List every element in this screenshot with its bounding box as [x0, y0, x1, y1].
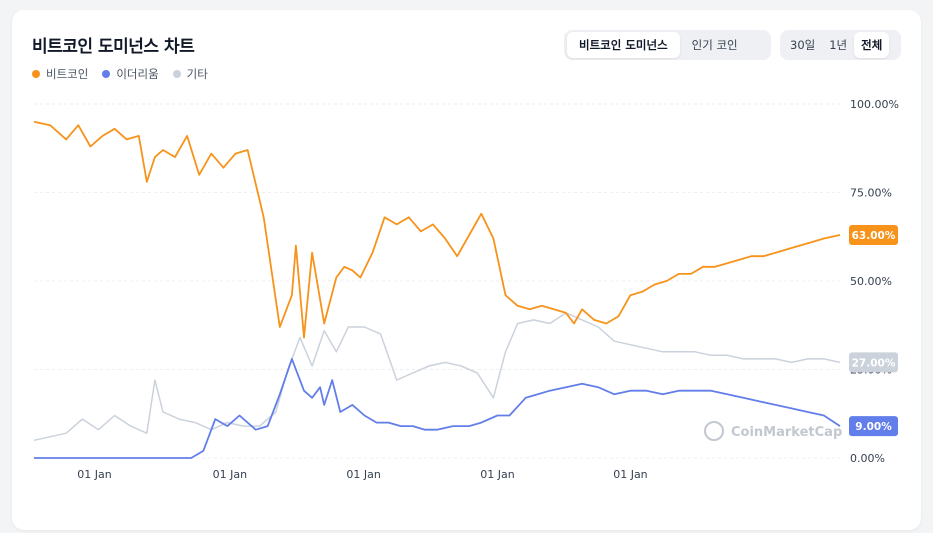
page-title: 비트코인 도미넌스 차트	[32, 37, 195, 57]
range-30d-button[interactable]: 30일	[790, 38, 816, 52]
last-value-tag-eth: 9.00%	[849, 416, 898, 437]
legend-dot-btc	[32, 70, 40, 78]
legend-label-btc: 비트코인	[46, 67, 89, 81]
series-lines	[33, 120, 841, 459]
series-line-eth	[34, 358, 841, 459]
series-line-other	[33, 312, 841, 442]
legend-dot-eth	[102, 70, 111, 78]
coinmarketcap-logo-icon	[704, 421, 724, 441]
tag-value: 9.00%	[855, 421, 892, 433]
y-tick-label: 50.00%	[850, 275, 892, 288]
x-tick-label: 01 Jan	[77, 468, 111, 481]
y-tick-label: 75.00%	[850, 187, 892, 200]
x-tick-label: 01 Jan	[480, 468, 514, 481]
tag-background	[849, 416, 898, 437]
legend-item-btc[interactable]: 비트코인	[32, 66, 88, 82]
watermark-text: CoinMarketCap	[731, 425, 842, 440]
watermark: CoinMarketCap	[704, 421, 842, 441]
tag-value: 63.00%	[852, 230, 896, 242]
range-1y-button[interactable]: 1년	[829, 38, 848, 52]
legend-dot-other	[172, 70, 181, 78]
legend-label-other: 기타	[186, 67, 208, 81]
tag-value: 27.00%	[852, 357, 896, 369]
last-value-tag-btc: 63.00%	[849, 224, 898, 245]
y-tick-label: 0.00%	[850, 452, 885, 465]
x-tick-label: 01 Jan	[213, 468, 247, 481]
x-axis-labels: 01 Jan 01 Jan 01 Jan 01 Jan 01 Jan	[77, 468, 647, 481]
y-tick-label: 100.00%	[850, 98, 899, 111]
chart-type-switch: 비트코인 도미넌스 인기 코인	[564, 30, 771, 60]
last-value-tags: 63.00% 27.00% 9.00%	[849, 224, 898, 437]
legend-item-other[interactable]: 기타	[172, 66, 208, 82]
chart-legend: 비트코인 이더리움 기타	[32, 66, 208, 82]
y-axis-labels: 100.00%75.00%50.00%25.00%0.00%	[850, 98, 899, 465]
tag-background	[849, 352, 898, 373]
legend-item-eth[interactable]: 이더리움	[102, 66, 159, 82]
x-tick-label: 01 Jan	[613, 468, 647, 481]
tag-background	[849, 224, 898, 245]
x-tick-label: 01 Jan	[346, 468, 380, 481]
time-range-switch: 30일 1년 전체	[780, 30, 901, 60]
tab-bitcoin-dominance[interactable]: 비트코인 도미넌스	[567, 32, 680, 58]
chart-card	[12, 10, 921, 530]
series-line-btc	[33, 120, 841, 339]
range-all-button[interactable]: 전체	[854, 32, 890, 58]
legend-label-eth: 이더리움	[116, 67, 159, 81]
tab-popular-coins[interactable]: 인기 코인	[691, 38, 738, 52]
last-value-tag-other: 27.00%	[849, 352, 898, 373]
